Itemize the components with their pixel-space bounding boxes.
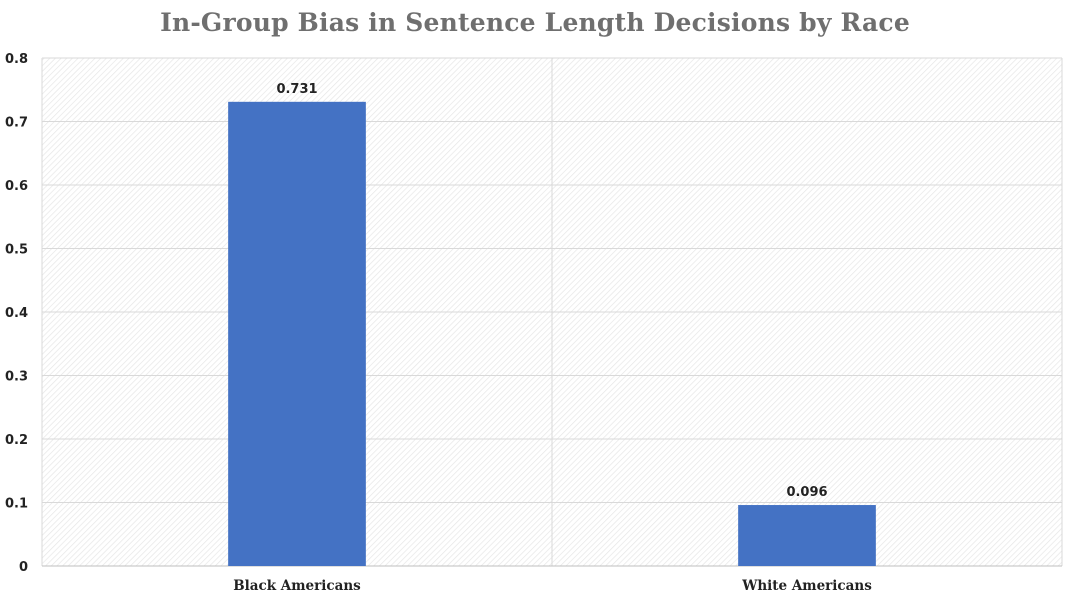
chart-title: In-Group Bias in Sentence Length Decisio…: [160, 8, 910, 37]
x-category-label: White Americans: [741, 578, 872, 594]
labels: 0 0.1 0.2 0.3 0.4 0.5 0.6 0.7 0.8 0.731 Black Amer…: [5, 52, 872, 594]
y-tick-label: 0.3: [5, 370, 28, 385]
y-tick-label: 0: [19, 560, 28, 575]
y-tick-label: 0.6: [5, 179, 28, 194]
y-tick-label: 0.4: [5, 306, 28, 321]
y-tick-label: 0.7: [5, 116, 28, 131]
data-label: 0.731: [276, 82, 317, 97]
x-category-label: Black Americans: [233, 578, 361, 594]
y-tick-label: 0.2: [5, 433, 28, 448]
y-tick-label: 0.5: [5, 243, 28, 258]
bars: [228, 101, 876, 566]
y-tick-label: 0.1: [5, 497, 28, 512]
bar-white-americans: [738, 505, 876, 566]
y-tick-label: 0.8: [5, 52, 28, 67]
gridlines: [41, 57, 1063, 567]
bar-black-americans: [228, 101, 366, 566]
data-label: 0.096: [786, 485, 827, 500]
